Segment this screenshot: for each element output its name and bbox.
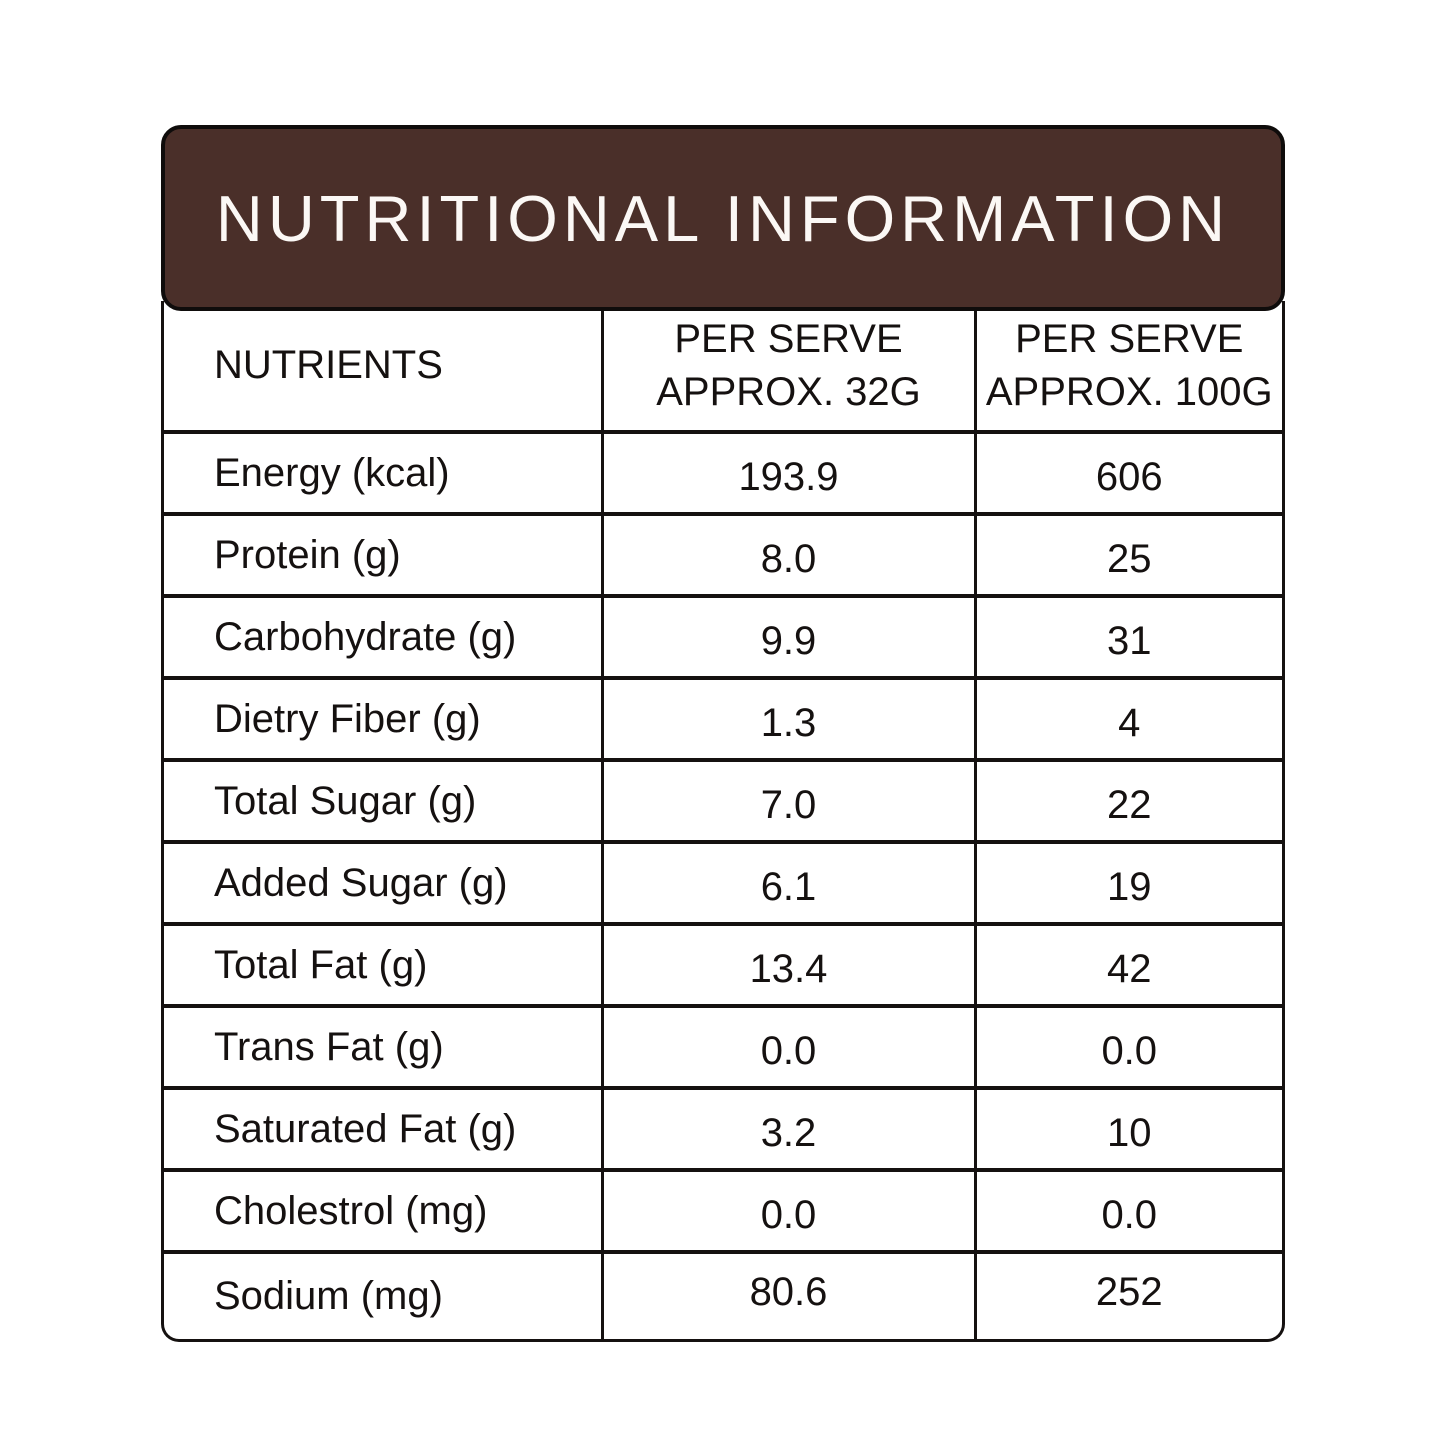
- value-per-32g: 3.2: [602, 1088, 977, 1170]
- table-header-row: NUTRIENTS PER SERVE APPROX. 32G PER SERV…: [164, 301, 1282, 432]
- column-header-nutrients: NUTRIENTS: [164, 301, 604, 432]
- value-per-100g: 31: [1107, 618, 1152, 663]
- value-per-100g: 19: [1107, 864, 1152, 909]
- value-per-100g: 4: [1118, 700, 1141, 745]
- column-header-line: APPROX. 100G: [985, 369, 1273, 414]
- nutrient-label: Total Sugar (g): [164, 760, 604, 842]
- banner-title: NUTRITIONAL INFORMATION: [215, 181, 1231, 255]
- value-per-100g: 25: [1107, 536, 1152, 581]
- value-per-32g: 1.3: [602, 678, 977, 760]
- value-per-32g: 80.6: [602, 1252, 977, 1339]
- nutrient-label: Dietry Fiber (g): [164, 678, 604, 760]
- table-row-carbohydrate: Carbohydrate (g) 9.9 31: [164, 596, 1282, 678]
- table-row-added-sugar: Added Sugar (g) 6.1 19: [164, 842, 1282, 924]
- table-row-trans-fat: Trans Fat (g) 0.0 0.0: [164, 1006, 1282, 1088]
- value-per-32g: 0.0: [602, 1006, 977, 1088]
- table-row-saturated-fat: Saturated Fat (g) 3.2 10: [164, 1088, 1282, 1170]
- column-header-per-serve-32g: PER SERVE APPROX. 32G: [602, 301, 977, 432]
- value-per-32g: 9.9: [602, 596, 977, 678]
- table-row-sodium: Sodium (mg) 80.6 252: [164, 1252, 1282, 1339]
- nutrient-label: Trans Fat (g): [164, 1006, 604, 1088]
- nutrient-label: Sodium (mg): [164, 1252, 604, 1339]
- table-row-total-sugar: Total Sugar (g) 7.0 22: [164, 760, 1282, 842]
- column-header-per-serve-100g: PER SERVE APPROX. 100G: [975, 301, 1282, 432]
- table-row-protein: Protein (g) 8.0 25: [164, 514, 1282, 596]
- nutrient-label: Total Fat (g): [164, 924, 604, 1006]
- nutrient-label: Saturated Fat (g): [164, 1088, 604, 1170]
- column-header-line: PER SERVE: [1015, 316, 1244, 361]
- value-per-32g: 0.0: [602, 1170, 977, 1252]
- value-per-100g: 0.0: [1101, 1028, 1158, 1073]
- nutrition-table: NUTRIENTS PER SERVE APPROX. 32G PER SERV…: [161, 301, 1285, 1342]
- nutrition-label: NUTRITIONAL INFORMATION NUTRIENTS PER SE…: [161, 125, 1285, 1342]
- table-row-total-fat: Total Fat (g) 13.4 42: [164, 924, 1282, 1006]
- nutrient-label: Carbohydrate (g): [164, 596, 604, 678]
- banner: NUTRITIONAL INFORMATION: [161, 125, 1285, 311]
- nutrient-label: Cholestrol (mg): [164, 1170, 604, 1252]
- value-per-100g: 22: [1107, 782, 1152, 827]
- value-per-100g: 0.0: [1101, 1192, 1158, 1237]
- value-per-32g: 13.4: [602, 924, 977, 1006]
- column-header-line: PER SERVE: [674, 316, 903, 361]
- column-header-line: APPROX. 32G: [656, 369, 921, 414]
- value-per-32g: 193.9: [602, 432, 977, 514]
- table-row-cholestrol: Cholestrol (mg) 0.0 0.0: [164, 1170, 1282, 1252]
- value-per-32g: 6.1: [602, 842, 977, 924]
- nutrient-label: Protein (g): [164, 514, 604, 596]
- table-row-dietry-fiber: Dietry Fiber (g) 1.3 4: [164, 678, 1282, 760]
- nutrient-label: Added Sugar (g): [164, 842, 604, 924]
- value-per-100g: 252: [1095, 1270, 1163, 1314]
- value-per-100g: 606: [1095, 454, 1163, 499]
- value-per-32g: 7.0: [602, 760, 977, 842]
- nutrient-label: Energy (kcal): [164, 432, 604, 514]
- value-per-32g: 8.0: [602, 514, 977, 596]
- value-per-100g: 42: [1107, 946, 1152, 991]
- table-row-energy: Energy (kcal) 193.9 606: [164, 432, 1282, 514]
- value-per-100g: 10: [1107, 1110, 1152, 1155]
